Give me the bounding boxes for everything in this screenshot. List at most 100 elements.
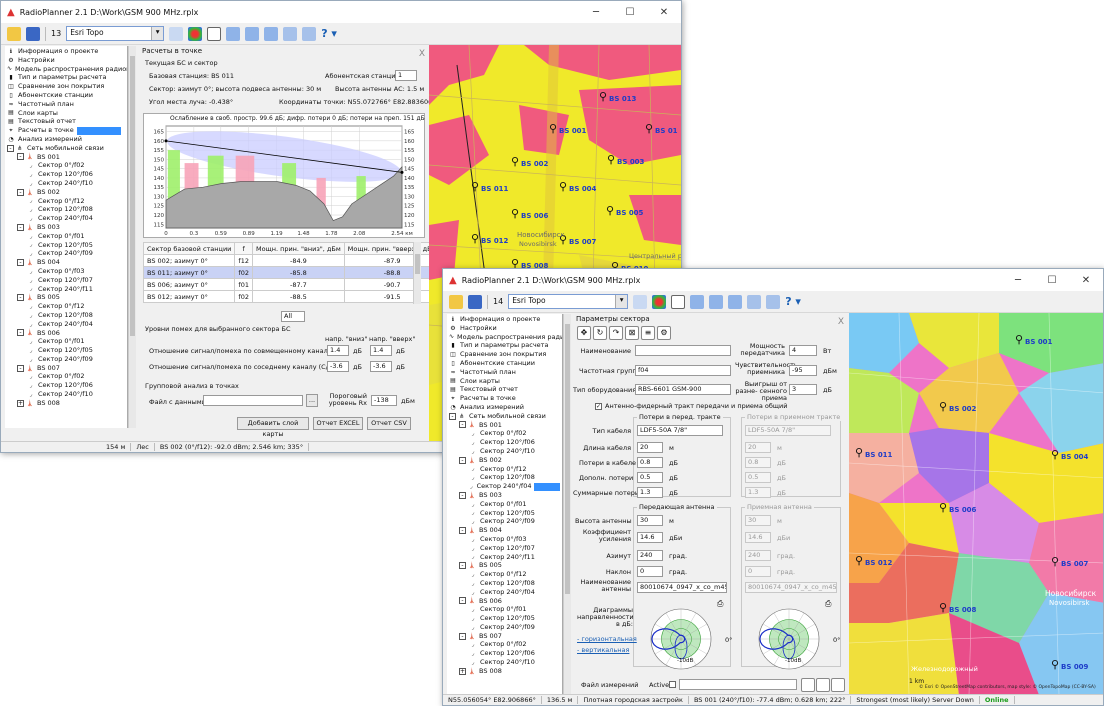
- table-header[interactable]: Мощн. прин. "вверх", дБм: [343, 242, 441, 255]
- open-folder-icon[interactable]: [449, 294, 463, 309]
- grid-icon[interactable]: [283, 26, 298, 41]
- expand-icon[interactable]: +: [17, 399, 24, 407]
- base-station-icon[interactable]: ⚲: [607, 153, 616, 166]
- base-station-icon[interactable]: ⚲: [559, 233, 568, 246]
- settings-icon[interactable]: ⚙: [657, 326, 671, 340]
- tree-item[interactable]: ▮ Тип и параметры расчета: [7, 73, 125, 82]
- tree-item[interactable]: ≈ Частотный план: [449, 368, 560, 377]
- ruler-icon[interactable]: [169, 26, 184, 41]
- tree-item[interactable]: ◞ Сектор 240°/f04: [7, 320, 125, 329]
- tree-item[interactable]: - 🗼 BS 006: [7, 329, 125, 338]
- tree-item[interactable]: ◞ Сектор 120°/f07: [449, 544, 560, 553]
- base-station-icon[interactable]: ⚲: [645, 122, 654, 135]
- base-station-icon[interactable]: ⚲: [855, 554, 864, 567]
- tree-item[interactable]: ◫ Сравнение зон покрытия: [449, 350, 560, 359]
- delete-icon[interactable]: ⊠: [625, 326, 639, 340]
- tree-item[interactable]: ◞ Сектор 0°/f12: [449, 465, 560, 474]
- tree-item[interactable]: + 🗼 BS 008: [7, 399, 125, 408]
- basemap-select[interactable]: Esri Topo: [66, 26, 165, 41]
- checkbox-icon[interactable]: ✓: [595, 403, 602, 410]
- data-file-field[interactable]: [203, 395, 303, 406]
- expand-icon[interactable]: -: [459, 632, 466, 640]
- help-icon[interactable]: ? ▾: [321, 27, 337, 40]
- tree-item[interactable]: - 🗼 BS 005: [7, 293, 125, 302]
- tree-item[interactable]: - 🗼 BS 001: [449, 421, 560, 430]
- ca-down-field[interactable]: -3.6: [327, 361, 349, 372]
- tree-item[interactable]: ◞ Сектор 120°/f05: [7, 241, 125, 250]
- gain-field[interactable]: 14.6: [637, 532, 663, 543]
- minimize-button[interactable]: ─: [1014, 274, 1022, 286]
- subscriber-select[interactable]: 1: [395, 70, 417, 81]
- tree-item[interactable]: ▤ Слои карты: [7, 109, 125, 118]
- tree-item[interactable]: - 🗼 BS 003: [449, 491, 560, 500]
- tree-item[interactable]: ▯ Абонентские станции: [449, 359, 560, 368]
- frame-icon[interactable]: [207, 26, 222, 41]
- tilt-field[interactable]: 0: [637, 566, 663, 577]
- expand-icon[interactable]: -: [459, 527, 466, 535]
- tree-item[interactable]: - 🗼 BS 002: [7, 188, 125, 197]
- tree-item[interactable]: - ⋔ Сеть мобильной связи: [449, 412, 560, 421]
- tree-item[interactable]: ⌖ Расчеты в точке: [449, 394, 560, 403]
- expand-icon[interactable]: -: [17, 329, 24, 337]
- expand-icon[interactable]: -: [459, 597, 466, 605]
- tree-item[interactable]: ◫ Сравнение зон покрытия: [7, 82, 125, 91]
- maximize-button[interactable]: ☐: [625, 6, 635, 18]
- base-station-icon[interactable]: ⚲: [1051, 448, 1060, 461]
- coverage-colors-icon[interactable]: [188, 26, 203, 41]
- tree-item[interactable]: ≈ Частотный план: [7, 100, 125, 109]
- tree-item[interactable]: - 🗼 BS 006: [449, 597, 560, 606]
- gain-rx-field[interactable]: 3: [789, 384, 817, 395]
- tree-item[interactable]: ◞ Сектор 240°/f09: [7, 249, 125, 258]
- ruler-icon[interactable]: [633, 294, 648, 309]
- base-station-icon[interactable]: ⚲: [549, 122, 558, 135]
- tree-item[interactable]: ◞ Сектор 240°/f11: [7, 285, 125, 294]
- base-station-icon[interactable]: ⚲: [1015, 333, 1024, 346]
- frame-icon[interactable]: [671, 294, 686, 309]
- expand-icon[interactable]: -: [7, 144, 14, 152]
- tree-item[interactable]: ∿Модель распространения радиово...: [7, 65, 127, 74]
- tree-item[interactable]: ◞ Сектор 120°/f05: [449, 509, 560, 518]
- tree-item[interactable]: ◞ Сектор 240°/f11: [449, 553, 560, 562]
- tree-item[interactable]: ◞ Сектор 240°/f04: [7, 214, 125, 223]
- import-icon[interactable]: [801, 678, 815, 692]
- table-row[interactable]: BS 012; азимут 0° f02 -88.5 -91.5: [142, 290, 441, 303]
- tree-item[interactable]: ◞ Сектор 0°/f02: [7, 372, 125, 381]
- power-field[interactable]: 4: [789, 345, 817, 356]
- tree-item[interactable]: ◞ Сектор 0°/f01: [449, 500, 560, 509]
- tree-scrollbar[interactable]: [563, 314, 571, 694]
- basemap-select[interactable]: Esri Topo: [508, 294, 629, 309]
- cable-loss-field[interactable]: 0.8: [637, 457, 663, 468]
- table-row[interactable]: BS 011; азимут 0° f02 -85.8 -88.8: [142, 266, 441, 279]
- tree-item[interactable]: - 🗼 BS 001: [7, 153, 125, 162]
- expand-icon[interactable]: -: [17, 294, 24, 302]
- export-1-icon[interactable]: [690, 294, 705, 309]
- tree-item[interactable]: ◞ Сектор 120°/f06: [7, 170, 125, 179]
- tree-item[interactable]: ⚙ Настройки: [449, 324, 560, 333]
- tree-scrollbar[interactable]: [128, 46, 136, 428]
- move-icon[interactable]: ✥: [577, 326, 591, 340]
- tree-item[interactable]: ◞ Сектор 120°/f06: [449, 438, 560, 447]
- rx-pattern-export-icon[interactable]: ⎙: [825, 599, 832, 608]
- ci-up-field[interactable]: 1.4: [370, 345, 392, 356]
- base-station-icon[interactable]: ⚲: [511, 207, 520, 220]
- extra-loss-field[interactable]: 0.5: [637, 472, 663, 483]
- tree-item[interactable]: ◞ Сектор 0°/f12: [7, 302, 125, 311]
- expand-icon[interactable]: -: [459, 421, 466, 429]
- equip-field[interactable]: RBS-6601 GSM-900: [635, 384, 731, 395]
- tree-item[interactable]: ◔ Анализ измерений: [449, 403, 560, 412]
- tree-item[interactable]: ◞ Сектор 0°/f03: [7, 267, 125, 276]
- table-row[interactable]: BS 002; азимут 0° f12 -84.9 -87.9: [142, 254, 441, 267]
- tree-item[interactable]: ▯ Абонентские станции: [7, 91, 125, 100]
- tree-item[interactable]: ◞ Сектор 120°/f05: [7, 346, 125, 355]
- table-row[interactable]: BS 006; азимут 0° f01 -87.7 -90.7: [142, 278, 441, 291]
- expand-icon[interactable]: +: [459, 667, 466, 675]
- tree-item[interactable]: ◞ Сектор 0°/f02: [7, 161, 125, 170]
- cable-len-field[interactable]: 20: [637, 442, 663, 453]
- freq-group-select[interactable]: f04: [635, 365, 731, 376]
- expand-icon[interactable]: -: [17, 364, 24, 372]
- save-icon[interactable]: [26, 26, 40, 41]
- tree-item[interactable]: ◞ Сектор 240°/f10: [7, 179, 125, 188]
- base-station-icon[interactable]: ⚲: [599, 90, 608, 103]
- tree-item[interactable]: ◞ Сектор 240°/f09: [449, 517, 560, 526]
- table-icon[interactable]: [816, 678, 830, 692]
